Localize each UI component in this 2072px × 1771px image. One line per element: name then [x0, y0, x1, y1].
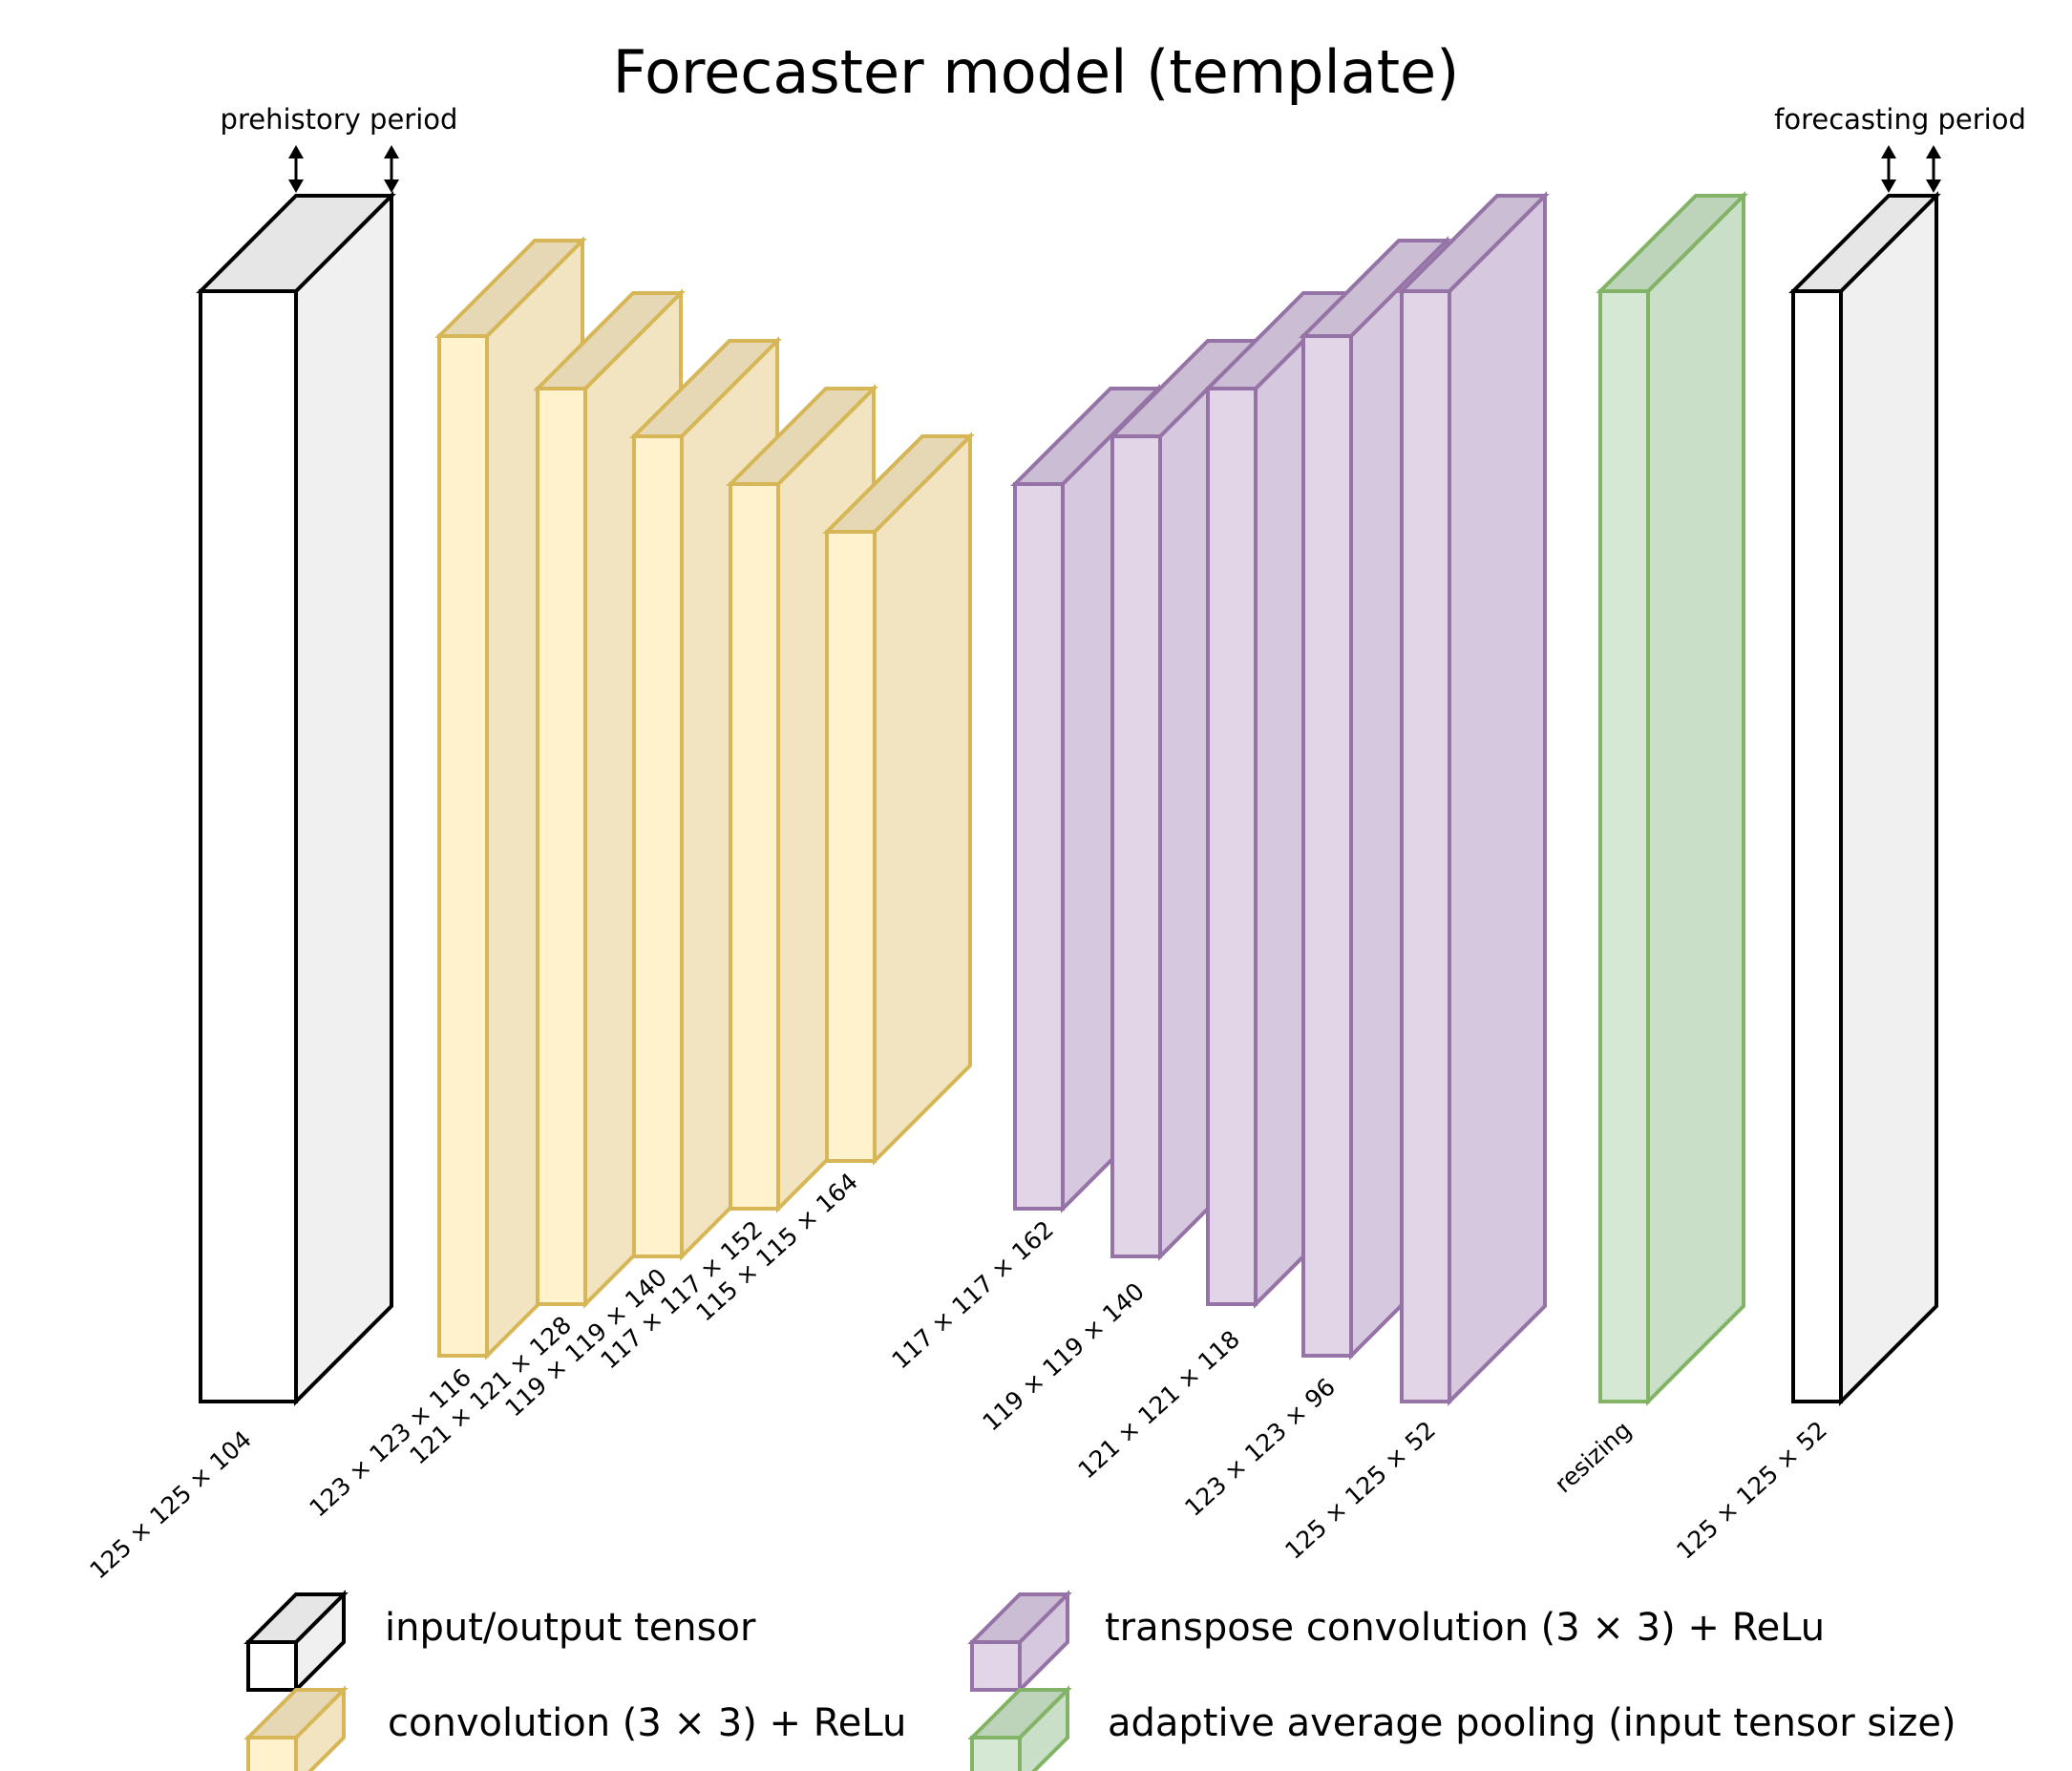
layer-blocks [196, 191, 1941, 1406]
forecasting-arrow-right [1926, 145, 1941, 193]
forecasting-arrow-right-head-down [1926, 179, 1941, 193]
block-pool-12-front [1598, 289, 1650, 1403]
legend-io-icon [243, 1590, 349, 1695]
legend-label-io: input/output tensor [385, 1606, 756, 1650]
prehistory-period-label: prehistory period [221, 103, 458, 136]
block-tconv-11-front [1400, 289, 1451, 1403]
block-pool-12-side [1646, 191, 1745, 1406]
block-io-1-front [199, 289, 298, 1403]
dimension-label-1: 125 × 125 × 104 [84, 1425, 257, 1585]
dimension-label-13: 125 × 125 × 52 [1671, 1416, 1832, 1565]
block-io-1 [196, 191, 396, 1406]
block-conv-6 [822, 432, 975, 1166]
legend-item-tconv: transpose convolution (3 × 3) + ReLu [967, 1590, 1825, 1695]
forecasting-arrow-right-head-up [1926, 145, 1941, 158]
block-conv-3-front [536, 387, 587, 1306]
diagram-title: Forecaster model (template) [613, 37, 1460, 107]
forecasting-arrow-left-head-up [1881, 145, 1896, 158]
forecasting-period-label: forecasting period [1774, 103, 2026, 136]
legend-tconv-icon [967, 1590, 1072, 1695]
dimension-label-10: 123 × 123 × 96 [1179, 1373, 1341, 1522]
prehistory-arrow-left-head-down [288, 179, 304, 193]
forecasting-arrow-left-head-down [1881, 179, 1896, 193]
forecasting-arrow-left [1881, 145, 1896, 193]
legend-item-pool: adaptive average pooling (input tensor s… [967, 1685, 1956, 1771]
legend-item-conv: convolution (3 × 3) + ReLu [243, 1685, 906, 1771]
legend-label-tconv: transpose convolution (3 × 3) + ReLu [1105, 1606, 1825, 1650]
dimension-label-9: 121 × 121 × 118 [1072, 1325, 1245, 1485]
block-conv-4-front [632, 434, 684, 1258]
legend-item-io: input/output tensor [243, 1590, 756, 1695]
block-io-13-front [1791, 289, 1843, 1403]
legend-label-conv: convolution (3 × 3) + ReLu [388, 1701, 906, 1745]
dimension-label-7: 117 × 117 × 162 [886, 1215, 1059, 1375]
block-tconv-10-front [1301, 334, 1353, 1358]
prehistory-arrow-left [288, 145, 304, 193]
block-io-13 [1788, 191, 1941, 1406]
block-conv-5-front [729, 482, 780, 1211]
prehistory-arrow-right [384, 145, 399, 193]
block-conv-6-side [873, 432, 972, 1166]
block-tconv-9-front [1206, 387, 1258, 1306]
block-conv-2-front [437, 334, 489, 1358]
legend-pool-icon [967, 1685, 1072, 1771]
dimension-label-12: resizing [1550, 1416, 1637, 1498]
prehistory-arrow-right-head-down [384, 179, 399, 193]
block-tconv-11-side [1448, 191, 1547, 1406]
legend-conv-icon [243, 1685, 349, 1771]
dimension-label-11: 125 × 125 × 52 [1279, 1416, 1441, 1565]
block-tconv-7-front [1013, 482, 1065, 1211]
legend: input/output tensor transpose convolution… [243, 1590, 1956, 1771]
block-pool-12 [1596, 191, 1748, 1406]
block-tconv-11 [1397, 191, 1550, 1406]
block-io-1-side [294, 191, 393, 1406]
prehistory-arrow-right-head-up [384, 145, 399, 158]
prehistory-arrow-left-head-up [288, 145, 304, 158]
block-conv-6-front [825, 530, 877, 1163]
legend-label-pool: adaptive average pooling (input tensor s… [1108, 1701, 1956, 1745]
period-arrows [288, 145, 1941, 193]
block-io-13-side [1839, 191, 1938, 1406]
dimension-label-8: 119 × 119 × 140 [977, 1277, 1150, 1437]
block-tconv-8-front [1110, 434, 1162, 1258]
